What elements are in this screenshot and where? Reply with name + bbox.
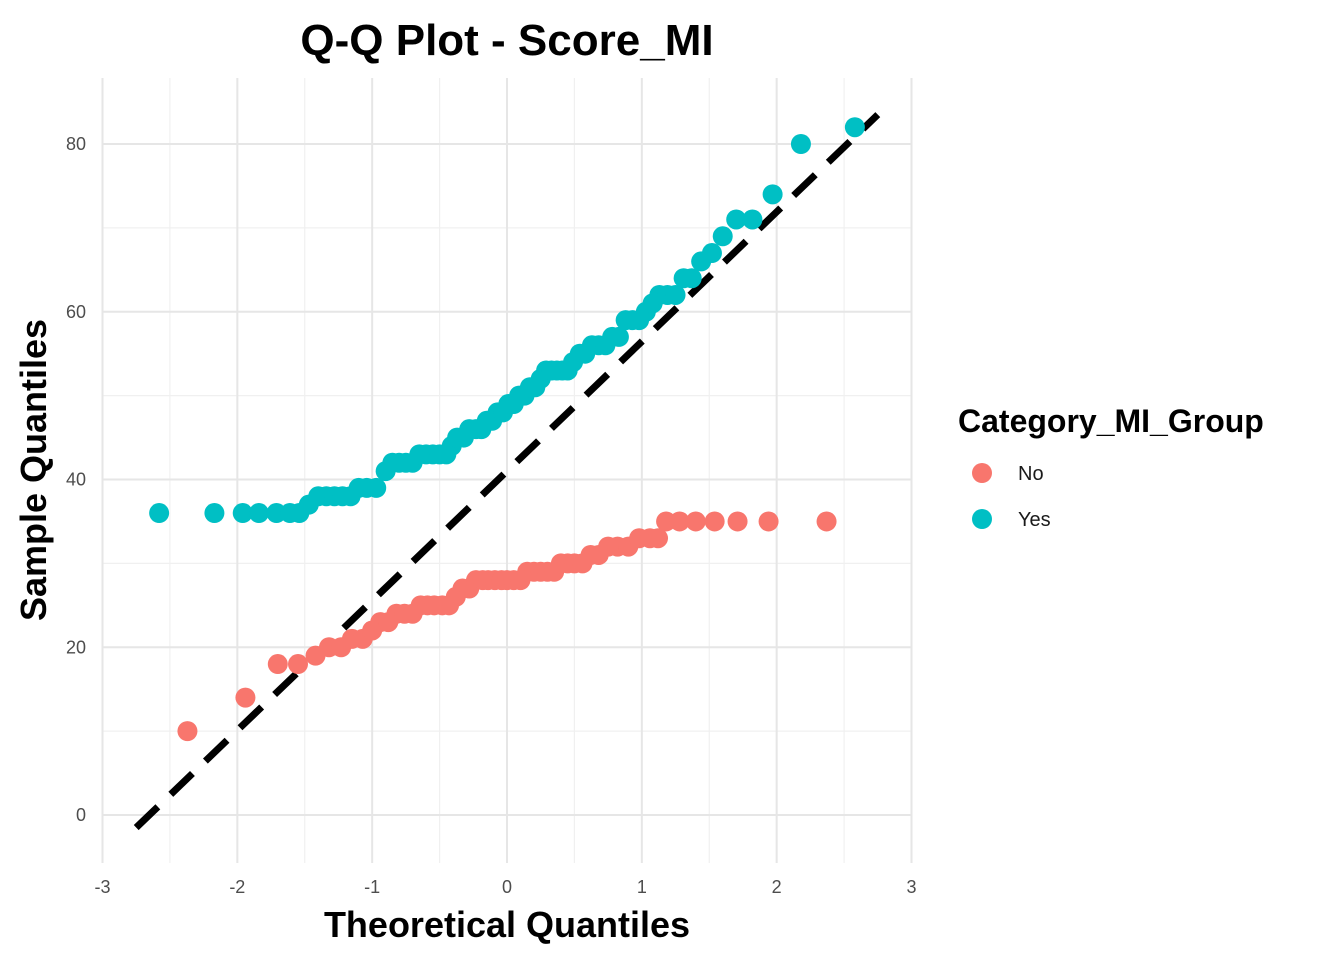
series-yes xyxy=(149,117,865,524)
x-tick-label: -3 xyxy=(94,877,110,897)
data-point xyxy=(758,511,779,532)
legend: Category_MI_Group No Yes xyxy=(958,403,1264,531)
major-gridlines xyxy=(101,78,913,863)
data-point xyxy=(669,511,690,532)
y-tick-label: 80 xyxy=(66,134,86,154)
reference-line-group xyxy=(133,112,881,831)
x-tick-label: 0 xyxy=(502,877,512,897)
data-point xyxy=(790,134,811,154)
legend-items: No Yes xyxy=(972,463,1051,531)
data-points xyxy=(149,117,865,742)
data-point xyxy=(177,721,198,742)
data-point xyxy=(742,209,763,230)
data-point xyxy=(726,209,747,230)
chart-title: Q-Q Plot - Score_MI xyxy=(300,16,713,65)
legend-title: Category_MI_Group xyxy=(958,403,1264,439)
data-point xyxy=(235,687,256,708)
y-axis-title: Sample Quantiles xyxy=(13,319,54,621)
data-point xyxy=(248,503,269,524)
reference-line xyxy=(133,112,881,831)
data-point xyxy=(204,503,225,524)
data-point xyxy=(366,477,387,498)
y-tick-label: 60 xyxy=(66,302,86,322)
data-point xyxy=(762,184,783,205)
x-tick-label: 1 xyxy=(637,877,647,897)
y-tick-label: 0 xyxy=(76,805,86,825)
x-tick-label: 2 xyxy=(772,877,782,897)
data-point xyxy=(816,511,837,532)
data-point xyxy=(704,511,725,532)
data-point xyxy=(727,511,748,532)
data-point xyxy=(712,226,733,247)
data-point xyxy=(648,528,669,549)
x-tick-label: -2 xyxy=(229,877,245,897)
data-point xyxy=(267,654,288,675)
x-tick-label: 3 xyxy=(906,877,916,897)
y-tick-label: 20 xyxy=(66,637,86,657)
data-point xyxy=(685,511,706,532)
data-point xyxy=(701,243,722,264)
data-point xyxy=(681,268,702,289)
y-tick-label: 40 xyxy=(66,470,86,490)
data-point xyxy=(665,284,686,305)
axis-ticks: -3 -2 -1 0 1 2 3 0 20 40 60 80 xyxy=(66,134,917,897)
legend-key-yes xyxy=(972,509,992,529)
x-axis-title: Theoretical Quantiles xyxy=(324,904,690,945)
x-tick-label: -1 xyxy=(364,877,380,897)
legend-key-no xyxy=(972,463,992,483)
legend-label-no: No xyxy=(1018,463,1044,485)
data-point xyxy=(844,117,865,138)
data-point xyxy=(149,503,170,524)
data-point xyxy=(288,654,309,675)
legend-label-yes: Yes xyxy=(1018,509,1051,531)
series-no xyxy=(177,511,837,742)
data-point xyxy=(608,326,629,347)
data-point xyxy=(232,503,253,524)
